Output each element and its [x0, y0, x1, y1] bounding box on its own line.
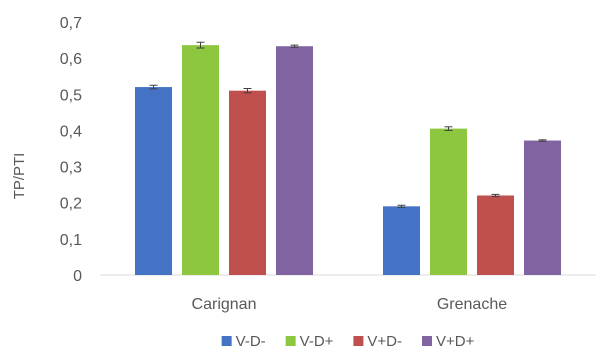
category-labels: Carignan Grenache — [192, 296, 508, 313]
bar-carignan-1 — [182, 45, 219, 276]
bars-group — [135, 41, 561, 276]
y-tick-label: 0,7 — [60, 15, 82, 32]
bar-carignan-3 — [276, 46, 313, 275]
bar-carignan-0 — [135, 87, 172, 275]
y-axis-ticks: 0 0,1 0,2 0,3 0,4 0,5 0,6 0,7 — [60, 15, 82, 285]
legend-swatch — [422, 336, 432, 346]
category-label: Grenache — [437, 296, 507, 313]
legend-swatch — [221, 336, 232, 346]
y-tick-label: 0,5 — [60, 87, 82, 104]
legend-swatch — [353, 336, 364, 346]
y-tick-label: 0,1 — [60, 232, 82, 249]
y-tick-label: 0,4 — [60, 123, 82, 140]
bar-grenache-2 — [477, 195, 514, 275]
y-tick-label: 0,2 — [60, 196, 82, 213]
y-tick-label: 0,3 — [60, 160, 82, 177]
legend-label: V+D- — [367, 333, 402, 350]
legend: V-D- V-D+ V+D- V+D+ — [221, 333, 475, 350]
bar-grenache-3 — [524, 140, 561, 275]
bar-grenache-0 — [383, 206, 420, 275]
category-label: Carignan — [192, 296, 257, 313]
legend-label: V+D+ — [436, 333, 475, 350]
y-tick-label: 0,6 — [60, 51, 82, 68]
y-axis-title-group: TP/PTI — [11, 153, 28, 200]
bar-carignan-2 — [229, 90, 266, 276]
legend-label: V-D+ — [300, 333, 334, 350]
y-tick-label: 0 — [73, 268, 82, 285]
legend-label: V-D- — [236, 333, 266, 350]
y-axis-title: TP/PTI — [11, 153, 28, 200]
legend-swatch — [285, 336, 296, 346]
bar-grenache-1 — [430, 128, 467, 275]
